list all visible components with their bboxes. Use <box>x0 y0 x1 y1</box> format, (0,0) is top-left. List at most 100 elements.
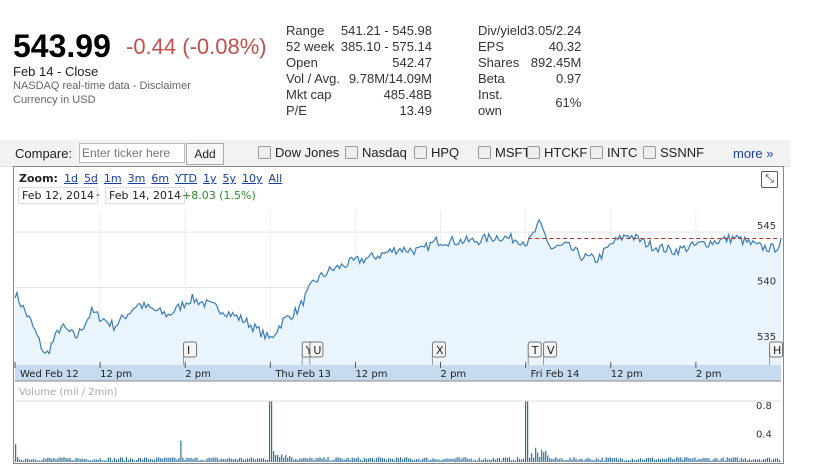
volume-bar <box>722 457 724 462</box>
volume-bar <box>311 458 313 462</box>
zoom-option[interactable]: 1y <box>203 172 217 185</box>
expand-icon[interactable]: ⤡ <box>761 171 778 188</box>
volume-bar <box>412 459 414 462</box>
x-tick-label: 12 pm <box>611 369 643 380</box>
volume-bar <box>277 455 279 462</box>
zoom-option[interactable]: 10y <box>242 172 263 185</box>
checkbox[interactable] <box>590 146 603 159</box>
stats-left: Range 541.21 - 545.98 52 week 385.10 - 575.… <box>286 23 432 119</box>
volume-bar <box>734 457 736 462</box>
checkbox[interactable] <box>345 146 358 159</box>
volume-bar <box>196 457 198 462</box>
event-marker[interactable] <box>527 341 542 358</box>
volume-bar <box>178 458 180 462</box>
volume-bar <box>414 459 416 462</box>
volume-bar <box>387 458 390 462</box>
checkbox[interactable] <box>414 146 427 159</box>
volume-bar <box>198 460 200 462</box>
checkbox[interactable] <box>258 146 271 159</box>
stat-value: 40.32 <box>548 39 582 54</box>
zoom-option[interactable]: All <box>268 172 283 185</box>
zoom-option[interactable]: 5y <box>222 172 237 185</box>
compare-option[interactable]: Dow Jones <box>258 145 339 160</box>
event-marker[interactable] <box>769 341 784 358</box>
volume-bar <box>658 458 660 462</box>
volume-bar <box>59 457 61 462</box>
volume-bar <box>662 458 664 462</box>
checkbox[interactable] <box>478 146 491 159</box>
volume-bar <box>611 458 613 462</box>
zoom-option[interactable]: 1m <box>103 172 122 185</box>
volume-bar <box>224 459 226 462</box>
volume-bar <box>621 458 623 462</box>
volume-bar <box>144 457 146 462</box>
volume-bar <box>216 457 218 462</box>
volume-bar <box>742 459 744 462</box>
add-button[interactable]: Add <box>186 143 224 165</box>
volume-bar <box>250 457 253 462</box>
range-from[interactable]: Feb 12, 2014 <box>18 187 98 204</box>
volume-bar <box>432 458 434 462</box>
ticker-input[interactable] <box>79 143 185 163</box>
event-marker[interactable] <box>431 341 446 358</box>
volume-bar <box>273 450 275 462</box>
volume-bar <box>266 459 269 462</box>
stat-label: Range <box>286 23 325 38</box>
volume-bar <box>704 457 706 462</box>
volume-bar <box>208 457 210 462</box>
more-link[interactable]: more » <box>733 146 774 161</box>
volume-bar <box>496 458 498 462</box>
event-marker[interactable] <box>309 341 324 358</box>
compare-option[interactable]: HTCKF <box>527 145 587 160</box>
volume-bar <box>404 457 406 462</box>
compare-option[interactable]: SSNNF <box>643 145 704 160</box>
volume-bar <box>692 458 694 462</box>
compare-label: Compare: <box>15 146 73 161</box>
volume-bar <box>569 457 571 462</box>
zoom-option[interactable]: YTD <box>175 172 197 185</box>
volume-bar <box>337 457 339 462</box>
volume-bar <box>672 459 674 462</box>
volume-bar <box>506 457 509 462</box>
checkbox[interactable] <box>527 146 540 159</box>
compare-option[interactable]: Nasdaq <box>345 145 407 160</box>
volume-bar <box>367 458 369 462</box>
volume-bar <box>651 457 654 462</box>
volume-bar <box>105 460 107 462</box>
volume-bar <box>494 459 496 462</box>
volume-bar <box>254 459 257 462</box>
data-source[interactable]: NASDAQ real-time data - Disclaimer <box>13 80 191 92</box>
volume-bar <box>63 457 65 462</box>
zoom-option[interactable]: 6m <box>151 172 170 185</box>
volume-bar <box>95 459 97 462</box>
zoom-option[interactable]: 3m <box>127 172 146 185</box>
volume-bar <box>718 460 720 462</box>
volume-bar <box>85 458 87 462</box>
volume-bar <box>115 459 117 462</box>
compare-option[interactable]: HPQ <box>414 145 459 160</box>
range-to[interactable]: Feb 14, 2014 <box>105 187 185 204</box>
volume-bar <box>369 458 371 462</box>
volume-bar <box>218 459 220 462</box>
volume-bar <box>583 460 585 462</box>
volume-bar <box>244 459 246 462</box>
volume-bar <box>275 455 277 462</box>
zoom-option[interactable]: 5d <box>83 172 98 185</box>
checkbox[interactable] <box>643 146 656 159</box>
zoom-option[interactable]: 1d <box>63 172 78 185</box>
volume-bar <box>264 459 267 462</box>
volume-bar <box>478 457 480 462</box>
stat-label: Inst. own <box>478 87 503 118</box>
compare-option[interactable]: MSFT <box>478 145 530 160</box>
volume-bar <box>345 458 347 462</box>
event-marker[interactable] <box>183 341 198 358</box>
volume-bar <box>762 459 765 462</box>
stat-label: Open <box>286 55 318 70</box>
event-marker[interactable] <box>543 341 558 358</box>
volume-bar <box>575 458 577 462</box>
compare-option[interactable]: INTC <box>590 145 637 160</box>
volume-bar <box>740 457 742 462</box>
volume-bar <box>710 460 712 462</box>
volume-bar <box>482 459 484 462</box>
